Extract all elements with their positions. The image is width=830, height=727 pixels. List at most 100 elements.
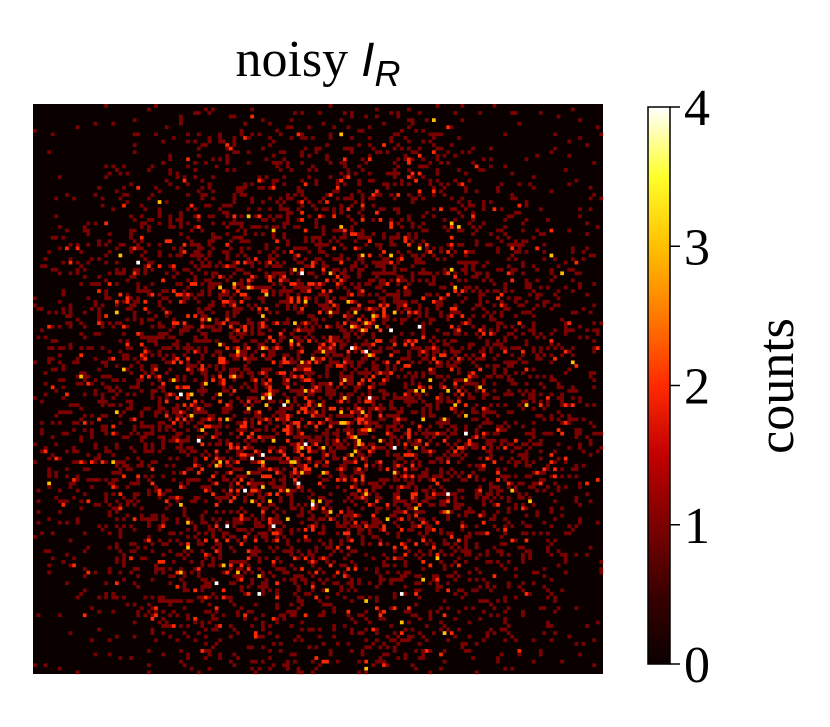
heatmap-cell [225,278,230,283]
heatmap-cell [353,321,358,326]
heatmap-cell [567,446,572,450]
heatmap-cell [350,307,354,311]
heatmap-cell [182,175,187,179]
heatmap-cell [535,153,540,158]
heatmap-cell [57,324,62,329]
heatmap-cell [417,438,422,443]
heatmap-cell [367,385,372,390]
heatmap-cell [314,403,319,407]
heatmap-cell [107,403,112,407]
heatmap-cell [321,250,326,254]
heatmap-cell [257,460,262,464]
heatmap-cell [503,371,507,375]
heatmap-cell [499,314,504,318]
heatmap-cell [485,431,490,436]
heatmap-cell [264,381,269,386]
heatmap-cell [321,356,326,361]
heatmap-cell [335,431,340,436]
heatmap-cell [204,193,208,197]
heatmap-cell [435,396,440,400]
heatmap-cell [428,178,433,183]
heatmap-cell [371,535,376,539]
heatmap-cell [321,260,326,265]
heatmap-cell [503,367,507,372]
heatmap-cell [261,417,265,422]
heatmap-cell [68,242,73,247]
heatmap-cell [189,260,194,265]
heatmap-cell [464,431,468,436]
heatmap-cell [506,378,511,383]
heatmap-cell [207,278,212,283]
heatmap-cell [346,428,351,432]
heatmap-cell [442,438,447,443]
heatmap-cell [189,478,194,482]
heatmap-cell [464,413,468,418]
heatmap-cell [211,221,215,226]
heatmap-cell [125,392,130,397]
heatmap-cell [328,349,333,354]
heatmap-cell [474,542,479,546]
heatmap-cell [218,356,222,361]
heatmap-cell [560,396,564,400]
heatmap-cell [278,161,283,165]
heatmap-cell [350,346,354,350]
heatmap-cell [300,189,304,194]
heatmap-cell [250,114,255,119]
heatmap-cell [271,264,276,269]
heatmap-cell [211,232,215,236]
heatmap-cell [161,335,165,340]
heatmap-cell [250,378,255,383]
heatmap-cell [261,232,265,236]
heatmap-cell [428,403,433,407]
heatmap-cell [139,214,144,219]
heatmap-cell [414,492,418,497]
heatmap-cell [567,403,572,407]
heatmap-cell [531,442,536,447]
heatmap-cell [357,428,361,432]
heatmap-cell [318,438,322,443]
heatmap-cell [114,517,119,521]
heatmap-cell [289,413,294,418]
heatmap-cell [114,431,119,436]
heatmap-cell [353,403,358,407]
heatmap-cell [225,210,230,215]
heatmap-cell [189,203,194,208]
heatmap-cell [382,310,386,315]
heatmap-cell [204,335,208,340]
heatmap-cell [193,207,198,212]
heatmap-cell [157,488,162,493]
heatmap-cell [453,285,458,290]
heatmap-cell [371,399,376,404]
heatmap-cell [403,285,408,290]
heatmap-cell [104,524,108,529]
heatmap-cell [271,225,276,229]
heatmap-cell [428,292,433,297]
heatmap-cell [268,517,272,521]
heatmap-cell [382,207,386,212]
heatmap-cell [492,524,497,529]
heatmap-cell [325,310,329,315]
heatmap-cell [68,307,73,311]
heatmap-cell [161,289,165,293]
heatmap-cell [517,389,522,393]
heatmap-cell [567,474,572,479]
heatmap-cell [396,275,401,279]
heatmap-cell [442,296,447,301]
heatmap-cell [407,235,411,240]
heatmap-cell [236,356,240,361]
heatmap-cell [410,196,415,201]
heatmap-cell [371,314,376,318]
heatmap-cell [296,435,301,440]
heatmap-cell [382,232,386,236]
heatmap-cell [410,524,415,529]
heatmap-cell [207,214,212,219]
heatmap-cell [467,178,472,183]
heatmap-cell [228,303,233,308]
heatmap-cell [528,524,532,529]
heatmap-cell [82,378,87,383]
heatmap-cell [524,342,529,347]
heatmap-cell [332,353,336,358]
heatmap-cell [407,292,411,297]
heatmap-cell [360,538,365,543]
heatmap-cell [275,321,279,326]
